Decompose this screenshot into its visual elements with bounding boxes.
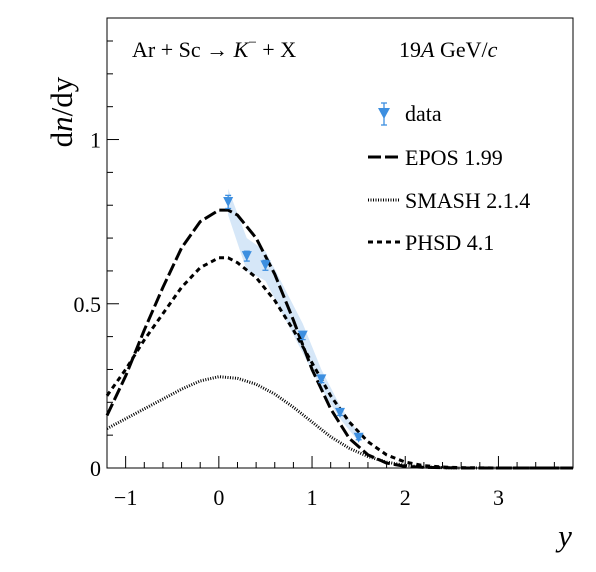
legend-label-epos: EPOS 1.99 bbox=[405, 145, 503, 170]
legend-label-smash: SMASH 2.1.4 bbox=[405, 188, 530, 213]
data-point-marker bbox=[260, 260, 271, 271]
reaction-annotation: Ar + Sc → K− + X bbox=[132, 35, 296, 62]
legend-data-marker bbox=[378, 108, 390, 119]
data-point-marker bbox=[297, 330, 308, 341]
series-line-smash bbox=[106, 375, 573, 470]
y-axis-ticks: 00.51 bbox=[74, 40, 119, 481]
data-systematic-band bbox=[228, 188, 359, 442]
data-point-marker bbox=[335, 407, 345, 418]
plot-frame bbox=[106, 17, 574, 469]
y-tick-label: 0 bbox=[90, 456, 101, 481]
y-axis-label: dn/dy bbox=[44, 76, 79, 147]
x-tick-label: −1 bbox=[114, 485, 137, 510]
legend-entry-data: data bbox=[378, 101, 442, 126]
y-tick-label: 0.5 bbox=[74, 292, 102, 317]
x-axis-ticks: −1 0 1 2 3 bbox=[106, 456, 574, 510]
legend: data EPOS 1.99 SMASH 2.1.4 PHSD 4.1 bbox=[368, 101, 530, 255]
x-axis-label: y bbox=[555, 518, 572, 553]
x-tick-label: 0 bbox=[213, 485, 224, 510]
x-tick-label: 2 bbox=[400, 485, 411, 510]
x-tick-label: 3 bbox=[493, 485, 504, 510]
data-point-marker bbox=[316, 374, 327, 385]
data-point-marker bbox=[353, 432, 364, 443]
series-layer bbox=[105, 208, 573, 470]
data-points-layer bbox=[223, 194, 364, 443]
energy-annotation: 19A GeV/c bbox=[399, 37, 498, 62]
data-point-marker bbox=[241, 251, 252, 262]
legend-label-data: data bbox=[405, 101, 442, 126]
legend-label-phsd: PHSD 4.1 bbox=[405, 230, 494, 255]
legend-entry-epos: EPOS 1.99 bbox=[368, 145, 503, 170]
x-tick-label: 1 bbox=[307, 485, 318, 510]
legend-entry-phsd: PHSD 4.1 bbox=[368, 230, 494, 255]
y-tick-label: 1 bbox=[90, 128, 101, 153]
data-band-layer bbox=[228, 188, 359, 442]
series-line-phsd bbox=[105, 256, 573, 470]
data-point-marker bbox=[223, 196, 234, 207]
legend-entry-smash: SMASH 2.1.4 bbox=[368, 188, 530, 213]
